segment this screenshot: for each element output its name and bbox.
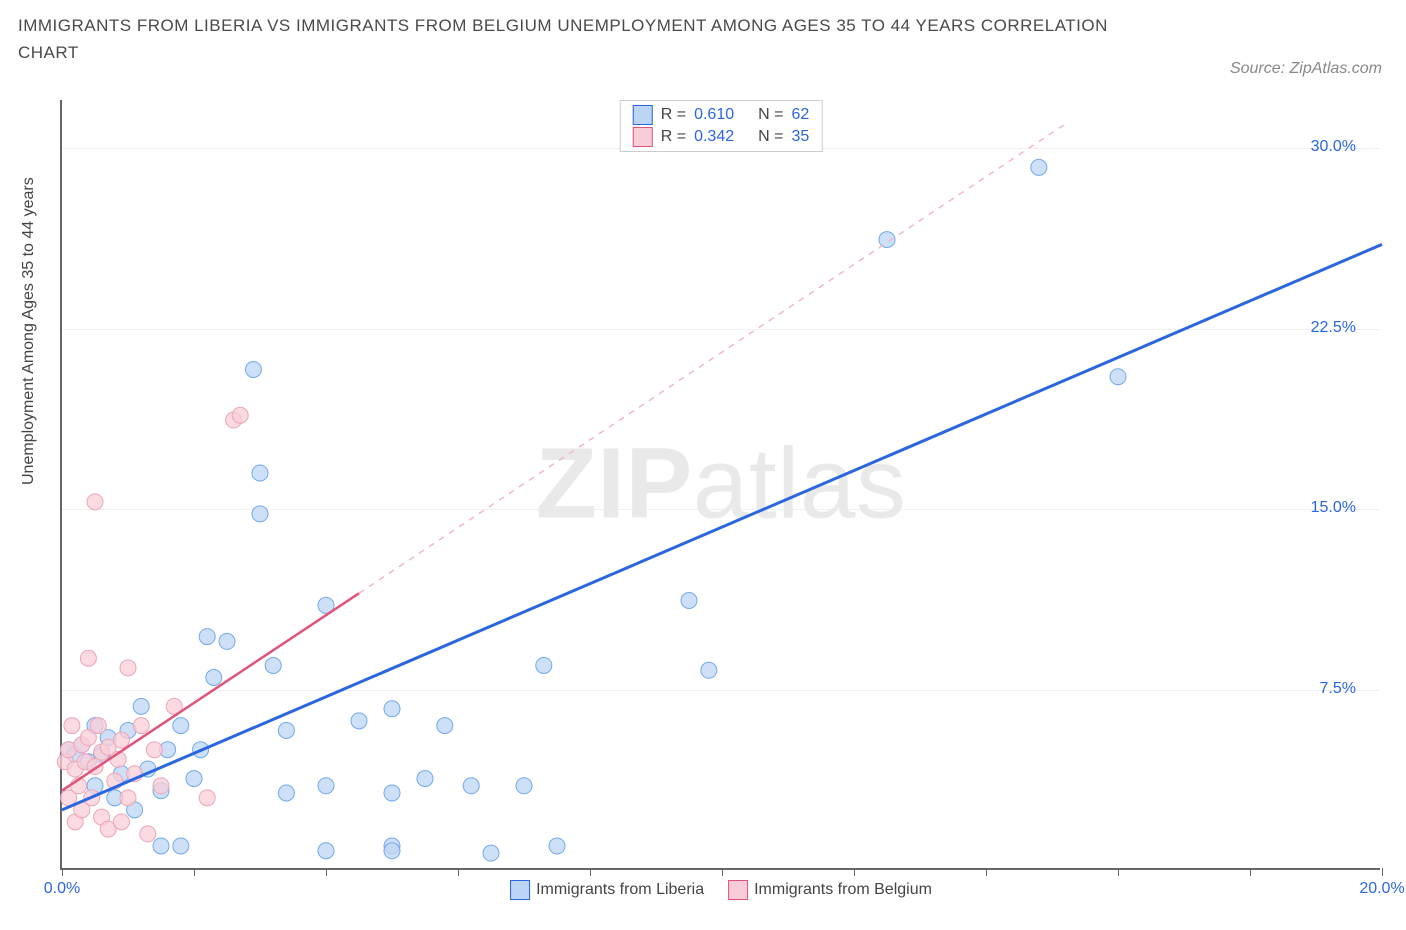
legend-r-value: 0.342: [694, 128, 734, 146]
scatter-point: [265, 657, 281, 673]
x-tick-mark: [458, 868, 459, 876]
scatter-point: [90, 718, 106, 734]
x-tick-mark: [194, 868, 195, 876]
scatter-point: [536, 657, 552, 673]
scatter-point: [384, 701, 400, 717]
scatter-point: [113, 732, 129, 748]
legend-swatch: [728, 880, 748, 900]
legend-n-label: N =: [758, 106, 783, 124]
scatter-point: [199, 629, 215, 645]
scatter-point: [206, 670, 222, 686]
x-tick-mark: [986, 868, 987, 876]
regression-line: [359, 124, 1065, 593]
legend-series-label: Immigrants from Liberia: [536, 881, 704, 899]
legend-swatch: [633, 127, 653, 147]
legend-r-label: R =: [661, 106, 686, 124]
x-tick-mark: [1118, 868, 1119, 876]
legend-stats-row: R = 0.610 N = 62: [633, 105, 810, 125]
scatter-point: [1031, 159, 1047, 175]
legend-n-value: 35: [791, 128, 809, 146]
x-tick-mark: [590, 868, 591, 876]
legend-r-value: 0.610: [694, 106, 734, 124]
legend-series-item: Immigrants from Belgium: [728, 880, 932, 900]
legend-n-value: 62: [791, 106, 809, 124]
chart-svg: [62, 100, 1380, 868]
scatter-point: [173, 718, 189, 734]
scatter-point: [318, 778, 334, 794]
scatter-point: [701, 662, 717, 678]
scatter-point: [516, 778, 532, 794]
scatter-point: [64, 718, 80, 734]
regression-line: [62, 593, 359, 790]
x-tick-mark: [1250, 868, 1251, 876]
x-tick-label: 0.0%: [44, 880, 80, 898]
scatter-point: [681, 593, 697, 609]
scatter-point: [133, 698, 149, 714]
x-tick-mark: [854, 868, 855, 876]
scatter-point: [245, 362, 261, 378]
scatter-point: [483, 845, 499, 861]
scatter-point: [186, 771, 202, 787]
legend-swatch: [633, 105, 653, 125]
scatter-point: [113, 814, 129, 830]
scatter-point: [549, 838, 565, 854]
x-tick-mark: [1382, 868, 1383, 876]
scatter-point: [199, 790, 215, 806]
scatter-point: [278, 722, 294, 738]
x-tick-mark: [722, 868, 723, 876]
scatter-point: [80, 650, 96, 666]
scatter-point: [384, 843, 400, 859]
scatter-point: [120, 790, 136, 806]
scatter-point: [173, 838, 189, 854]
legend-n-label: N =: [758, 128, 783, 146]
plot-area: ZIPatlas 7.5%15.0%22.5%30.0% 0.0%20.0% R…: [60, 100, 1380, 870]
scatter-point: [437, 718, 453, 734]
scatter-point: [278, 785, 294, 801]
legend-r-label: R =: [661, 128, 686, 146]
scatter-point: [87, 494, 103, 510]
scatter-point: [232, 407, 248, 423]
y-axis-label: Unemployment Among Ages 35 to 44 years: [20, 177, 38, 485]
scatter-point: [351, 713, 367, 729]
scatter-point: [252, 465, 268, 481]
scatter-point: [384, 785, 400, 801]
scatter-point: [133, 718, 149, 734]
scatter-point: [463, 778, 479, 794]
scatter-point: [120, 660, 136, 676]
legend-stats-box: R = 0.610 N = 62 R = 0.342 N = 35: [620, 100, 823, 152]
source-attribution: Source: ZipAtlas.com: [1230, 60, 1382, 78]
x-tick-mark: [326, 868, 327, 876]
scatter-point: [153, 838, 169, 854]
scatter-point: [417, 771, 433, 787]
scatter-point: [219, 633, 235, 649]
legend-series: Immigrants from Liberia Immigrants from B…: [510, 880, 932, 900]
scatter-point: [1110, 369, 1126, 385]
legend-series-item: Immigrants from Liberia: [510, 880, 704, 900]
chart-title: IMMIGRANTS FROM LIBERIA VS IMMIGRANTS FR…: [18, 12, 1118, 66]
scatter-point: [318, 843, 334, 859]
x-tick-mark: [62, 868, 63, 876]
regression-line: [62, 244, 1382, 809]
x-tick-label: 20.0%: [1359, 880, 1404, 898]
scatter-point: [140, 826, 156, 842]
legend-swatch: [510, 880, 530, 900]
legend-series-label: Immigrants from Belgium: [754, 881, 932, 899]
scatter-point: [146, 742, 162, 758]
scatter-point: [153, 778, 169, 794]
scatter-point: [252, 506, 268, 522]
legend-stats-row: R = 0.342 N = 35: [633, 127, 810, 147]
